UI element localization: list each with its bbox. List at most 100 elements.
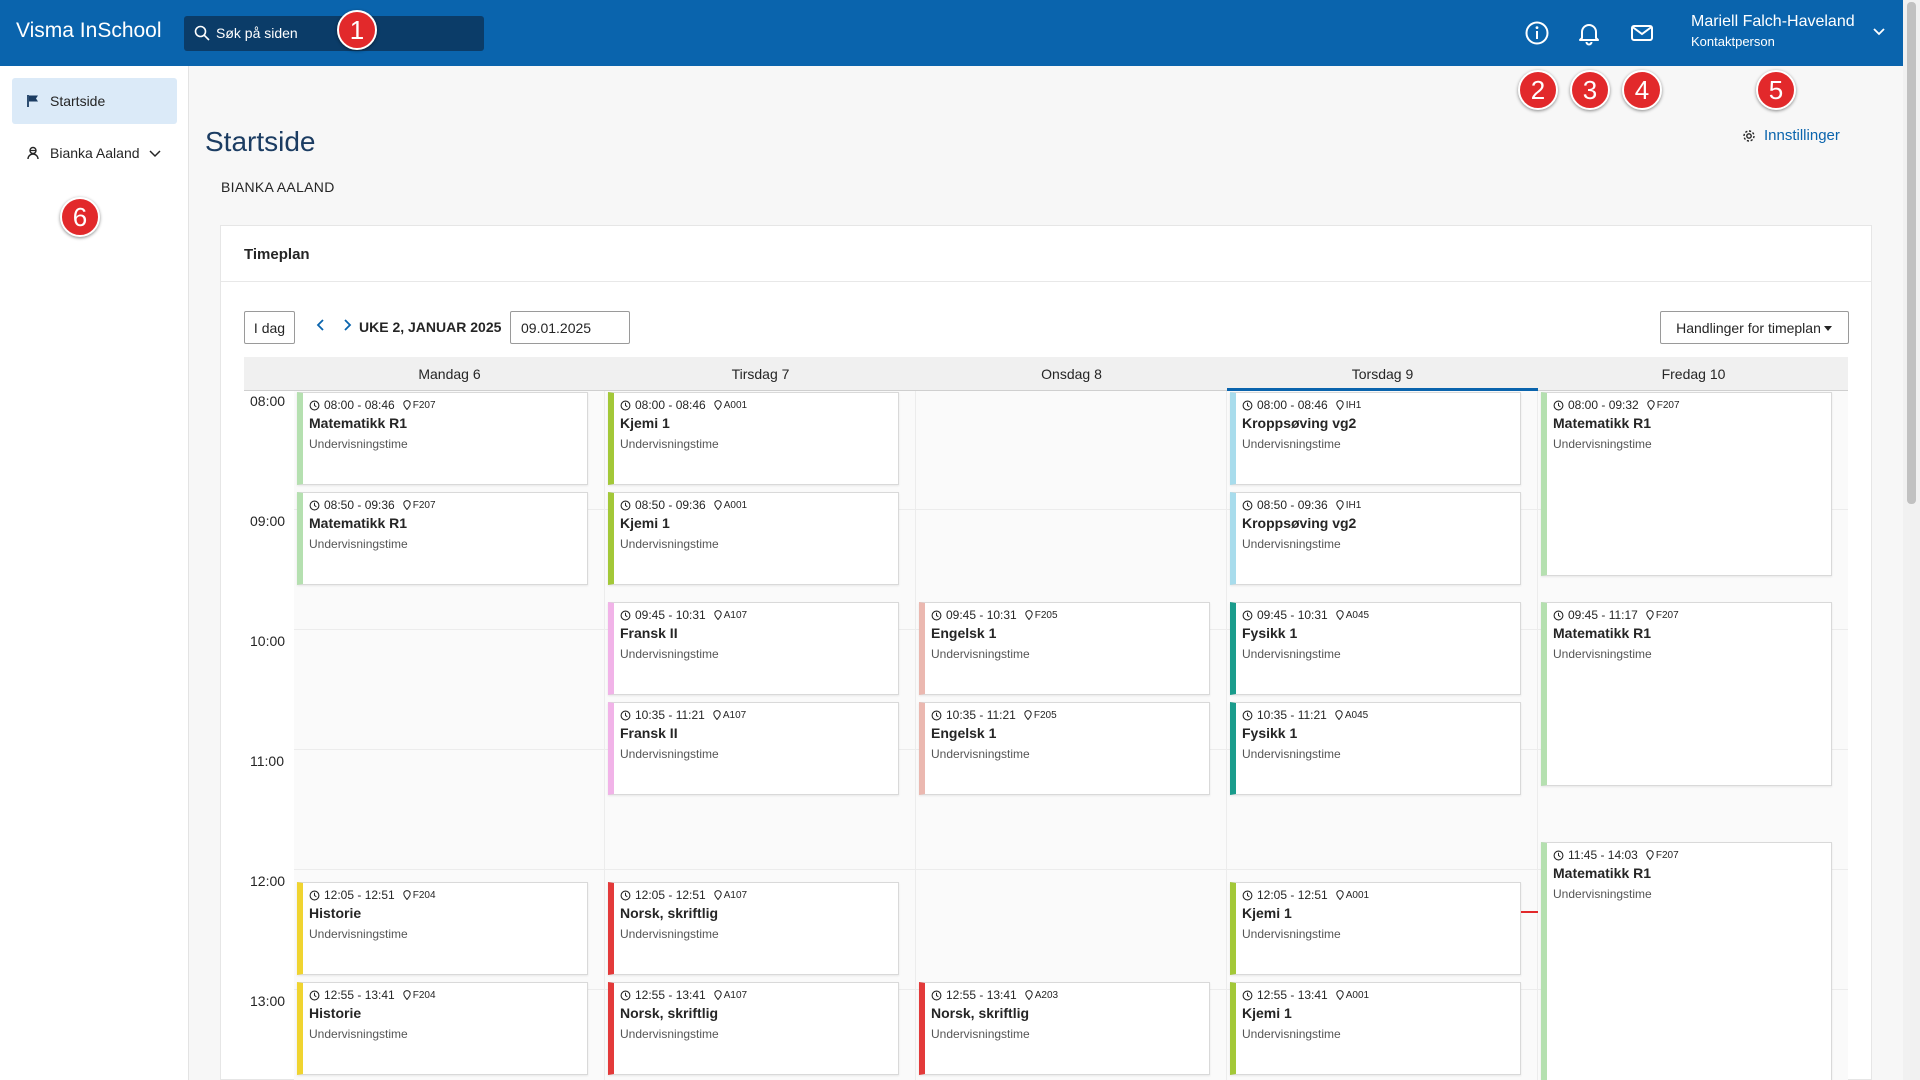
lesson-time-text: 08:00 - 08:46 (1257, 398, 1328, 412)
lesson-room-text: F204 (412, 889, 436, 901)
lesson-event[interactable]: 12:55 - 13:41 A203 Norsk, skriftlig Undervi… (919, 982, 1210, 1075)
clock-icon (931, 710, 942, 720)
app-brand[interactable]: Visma InSchool (16, 19, 162, 42)
clock-icon (931, 990, 942, 1000)
lesson-room: F204 (403, 990, 436, 1001)
lesson-event[interactable]: 12:55 - 13:41 A107 Norsk, skriftlig Undervi… (608, 982, 899, 1075)
location-pin-icon (1647, 400, 1655, 410)
lesson-event[interactable]: 11:45 - 14:03 F207 Matematikk R1 Undervisni… (1541, 842, 1832, 1080)
location-pin-icon (1335, 710, 1343, 720)
location-pin-icon (1336, 500, 1344, 510)
info-icon[interactable] (1524, 20, 1550, 46)
lesson-room-text: A107 (723, 889, 748, 901)
lesson-event[interactable]: 12:55 - 13:41 F204 Historie Undervisningsti… (297, 982, 588, 1075)
location-pin-icon (714, 500, 722, 510)
top-bar: Visma InSchool Søk på siden Mariell Falc… (0, 0, 1903, 66)
lesson-event[interactable]: 08:50 - 09:36 IH1 Kroppsøving vg2 Undervisn… (1230, 492, 1521, 585)
clock-icon (1242, 710, 1253, 720)
lesson-room-text: A203 (1034, 989, 1059, 1001)
lesson-event[interactable]: 12:05 - 12:51 F204 Historie Undervisningsti… (297, 882, 588, 975)
lesson-time: 12:55 - 13:41 A001 (1242, 988, 1369, 1002)
hour-label: 08:00 (250, 393, 286, 409)
user-name: Mariell Falch-Haveland (1691, 13, 1855, 30)
lesson-time-text: 12:55 - 13:41 (635, 988, 706, 1002)
lesson-event[interactable]: 12:55 - 13:41 A001 Kjemi 1 Undervisningstim… (1230, 982, 1521, 1075)
search-box[interactable]: Søk på siden (184, 16, 484, 51)
clock-icon (1242, 990, 1253, 1000)
lesson-event[interactable]: 09:45 - 11:17 F207 Matematikk R1 Undervisni… (1541, 602, 1832, 786)
lesson-room: A001 (1336, 990, 1369, 1001)
lesson-event[interactable]: 12:05 - 12:51 A001 Kjemi 1 Undervisningstim… (1230, 882, 1521, 975)
clock-icon (620, 500, 631, 510)
lesson-room: F207 (1646, 850, 1679, 861)
lesson-event[interactable]: 10:35 - 11:21 A107 Fransk II Undervisningst… (608, 702, 899, 795)
panel-divider (221, 281, 1871, 282)
location-pin-icon (403, 400, 411, 410)
lesson-type: Undervisningstime (1553, 887, 1652, 901)
hour-label: 09:00 (250, 513, 286, 529)
clock-icon (309, 890, 320, 900)
lesson-event[interactable]: 09:45 - 10:31 A045 Fysikk 1 Undervisningsti… (1230, 602, 1521, 695)
page-scrollbar[interactable] (1903, 0, 1920, 1080)
hour-label: 13:00 (250, 993, 286, 1009)
lesson-time: 10:35 - 11:21 A107 (620, 708, 746, 722)
lesson-event[interactable]: 08:00 - 09:32 F207 Matematikk R1 Undervisni… (1541, 392, 1832, 576)
lesson-time-text: 08:00 - 09:32 (1568, 398, 1639, 412)
today-button[interactable]: I dag (244, 311, 295, 344)
hour-label: 11:00 (250, 753, 284, 769)
sidebar-item-startside[interactable]: Startside (12, 78, 177, 124)
lesson-time: 12:55 - 13:41 A203 (931, 988, 1058, 1002)
lesson-room: IH1 (1336, 399, 1362, 411)
date-field[interactable]: 09.01.2025 (510, 311, 630, 344)
lesson-event[interactable]: 12:05 - 12:51 A107 Norsk, skriftlig Undervi… (608, 882, 899, 975)
lesson-event[interactable]: 09:45 - 10:31 F205 Engelsk 1 Undervisningst… (919, 602, 1210, 695)
lesson-time: 08:50 - 09:36 F207 (309, 498, 436, 512)
lesson-event[interactable]: 08:50 - 09:36 A001 Kjemi 1 Undervisningstim… (608, 492, 899, 585)
clock-icon (1553, 850, 1564, 860)
lesson-event[interactable]: 08:00 - 08:46 F207 Matematikk R1 Undervisni… (297, 392, 588, 485)
clock-icon (1242, 500, 1253, 510)
lesson-room-text: IH1 (1345, 399, 1362, 411)
lesson-time-text: 08:50 - 09:36 (1257, 498, 1328, 512)
lesson-room-text: IH1 (1345, 499, 1362, 511)
lesson-time: 09:45 - 10:31 A107 (620, 608, 747, 622)
lesson-subject: Kjemi 1 (620, 415, 670, 431)
settings-label[interactable]: Innstillinger (1764, 127, 1840, 144)
scrollbar-thumb[interactable] (1907, 2, 1916, 504)
lesson-room: A001 (1336, 890, 1369, 901)
timeplan-actions-button[interactable]: Handlinger for timeplan (1660, 311, 1849, 344)
lesson-subject: Matematikk R1 (309, 415, 408, 431)
lesson-event[interactable]: 09:45 - 10:31 A107 Fransk II Undervisningst… (608, 602, 899, 695)
location-pin-icon (403, 990, 411, 1000)
bell-icon[interactable] (1576, 20, 1602, 46)
lesson-event[interactable]: 08:50 - 09:36 F207 Matematikk R1 Undervisni… (297, 492, 588, 585)
lesson-event[interactable]: 10:35 - 11:21 A045 Fysikk 1 Undervisningsti… (1230, 702, 1521, 795)
lesson-room-text: A001 (723, 399, 748, 411)
settings-link[interactable]: Innstillinger (1742, 127, 1840, 144)
clock-icon (620, 990, 631, 1000)
sidebar-item-student[interactable]: Bianka Aaland (12, 130, 177, 176)
time-column-header (244, 357, 294, 391)
search-input[interactable]: Søk på siden (216, 25, 298, 41)
lesson-time: 08:00 - 08:46 A001 (620, 398, 747, 412)
annotation-badge: 6 (60, 197, 100, 237)
student-icon (27, 146, 39, 160)
chevron-right-icon[interactable] (339, 317, 355, 333)
lesson-event[interactable]: 08:00 - 08:46 A001 Kjemi 1 Undervisningstim… (608, 392, 899, 485)
clock-icon (931, 610, 942, 620)
location-pin-icon (1025, 610, 1033, 620)
clock-icon (1553, 610, 1564, 620)
lesson-event[interactable]: 08:00 - 08:46 IH1 Kroppsøving vg2 Undervisn… (1230, 392, 1521, 485)
lesson-type: Undervisningstime (620, 1027, 719, 1041)
timeplan-calendar: Mandag 6 Tirsdag 7 Onsdag 8 Torsdag 9 Fredag… (244, 357, 1848, 1080)
sidebar-item-label: Bianka Aaland (50, 145, 140, 161)
lesson-room-text: A107 (723, 989, 748, 1001)
lesson-time: 08:00 - 08:46 IH1 (1242, 398, 1361, 412)
lesson-subject: Fransk II (620, 725, 678, 741)
user-menu[interactable]: Mariell Falch-Haveland Kontaktperson (1691, 13, 1885, 49)
chevron-left-icon[interactable] (313, 317, 329, 333)
location-pin-icon (1024, 710, 1032, 720)
lesson-event[interactable]: 10:35 - 11:21 F205 Engelsk 1 Undervisningst… (919, 702, 1210, 795)
mail-icon[interactable] (1629, 20, 1655, 46)
lesson-time: 09:45 - 11:17 F207 (1553, 608, 1679, 622)
